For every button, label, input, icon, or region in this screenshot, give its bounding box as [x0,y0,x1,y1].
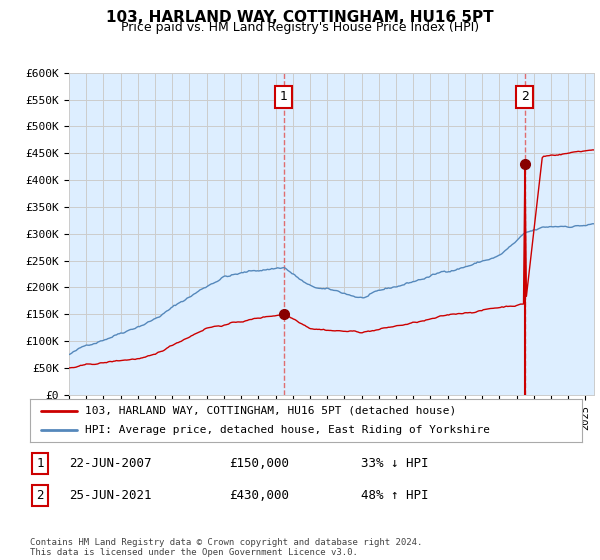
Text: 33% ↓ HPI: 33% ↓ HPI [361,457,428,470]
Text: 103, HARLAND WAY, COTTINGHAM, HU16 5PT (detached house): 103, HARLAND WAY, COTTINGHAM, HU16 5PT (… [85,406,457,416]
Text: 103, HARLAND WAY, COTTINGHAM, HU16 5PT: 103, HARLAND WAY, COTTINGHAM, HU16 5PT [106,10,494,25]
Text: £430,000: £430,000 [229,489,289,502]
Text: 25-JUN-2021: 25-JUN-2021 [68,489,151,502]
Text: 22-JUN-2007: 22-JUN-2007 [68,457,151,470]
Text: 2: 2 [521,91,529,104]
Text: 1: 1 [280,91,287,104]
Text: 48% ↑ HPI: 48% ↑ HPI [361,489,428,502]
Text: 2: 2 [36,489,44,502]
Text: Contains HM Land Registry data © Crown copyright and database right 2024.
This d: Contains HM Land Registry data © Crown c… [30,538,422,557]
Text: 1: 1 [36,457,44,470]
Text: HPI: Average price, detached house, East Riding of Yorkshire: HPI: Average price, detached house, East… [85,425,490,435]
Text: Price paid vs. HM Land Registry's House Price Index (HPI): Price paid vs. HM Land Registry's House … [121,21,479,34]
Text: £150,000: £150,000 [229,457,289,470]
